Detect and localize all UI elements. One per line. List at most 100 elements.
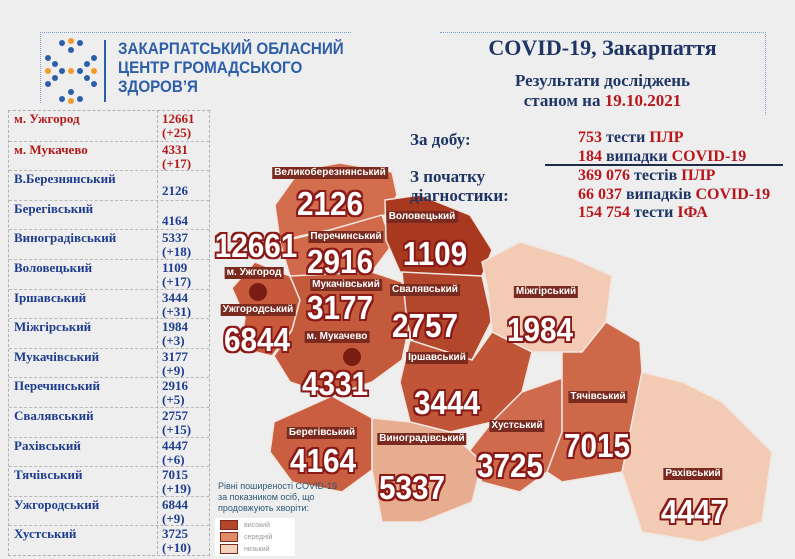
legend-label: середній: [244, 533, 273, 541]
district-name: м. Ужгород: [14, 111, 80, 126]
legend-swatch: [220, 520, 238, 530]
total-cases: 4164: [162, 213, 188, 228]
table-row[interactable]: В.Березнянський 2126: [9, 170, 209, 201]
district-name: Воловецький: [14, 260, 93, 275]
table-row[interactable]: Хустський 3725 (+10): [9, 525, 209, 556]
district-value: 6844 (+9): [162, 498, 188, 526]
district-label-mizhhiria[interactable]: Міжгірський: [513, 286, 579, 298]
stat-number: 369 076: [578, 167, 630, 184]
district-label-irshava[interactable]: Іршавський: [406, 352, 468, 364]
since-label-line1: З початку: [410, 167, 486, 186]
district-label-mukachevo-city[interactable]: м. Мукачево: [304, 331, 370, 343]
district-label-tiachiv[interactable]: Тячівський: [568, 391, 628, 403]
district-value: 3725 (+10): [162, 527, 191, 555]
stat-text: випадки: [606, 147, 668, 165]
district-name: м. Мукачево: [14, 142, 88, 157]
total-cases: 4331: [162, 142, 188, 157]
title-frame: [440, 32, 766, 115]
daily-stats: 753 тести ПЛР 184 випадки COVID-19: [578, 129, 746, 166]
logo-divider: [104, 40, 106, 102]
district-label-berehove[interactable]: Берегівський: [286, 427, 358, 439]
new-cases: (+19): [162, 481, 192, 496]
org-name-line1: ЗАКАРПАТСЬКИЙ ОБЛАСНИЙ: [118, 40, 344, 58]
district-value: 3444 (+31): [162, 291, 191, 319]
district-count-rakhiv: 4447: [660, 493, 728, 530]
district-label-khust[interactable]: Хустський: [489, 420, 545, 432]
district-count-khust: 3725: [476, 447, 544, 484]
total-cases: 3444: [162, 290, 188, 305]
table-row[interactable]: Тячівський 7015 (+19): [9, 466, 209, 497]
district-count-uzhhorodskyi: 6844: [223, 321, 291, 358]
district-name: Берегівський: [14, 201, 94, 216]
district-name: Іршавський: [14, 290, 87, 305]
new-cases: (+17): [162, 156, 192, 171]
district-label-perechyn[interactable]: Перечинський: [308, 231, 384, 243]
stat-line: 66 037 випадків COVID-19: [578, 186, 770, 205]
legend-swatch: [220, 544, 238, 554]
total-cases: 3177: [162, 349, 188, 364]
district-label-mukachivskyi[interactable]: Мукачівський: [310, 279, 382, 291]
new-cases: (+15): [162, 422, 192, 437]
new-cases: (+9): [162, 511, 185, 526]
stat-tag: COVID-19: [671, 147, 747, 165]
new-cases: (+17): [162, 274, 192, 289]
stat-tag: ПЛР: [649, 129, 684, 146]
legend-item: високий: [220, 520, 270, 530]
table-row[interactable]: м. Ужгород 12661 (+25): [9, 111, 209, 141]
table-row[interactable]: Рахівський 4447 (+6): [9, 437, 209, 467]
table-row[interactable]: Берегівський 4164: [9, 200, 209, 230]
table-row[interactable]: Ужгородський 6844 (+9): [9, 496, 209, 526]
district-value: 2757 (+15): [162, 409, 191, 437]
district-name: Хустський: [14, 526, 77, 541]
table-row[interactable]: Воловецький 1109 (+17): [9, 259, 209, 290]
district-value: 5337 (+18): [162, 231, 191, 259]
legend-item: середній: [220, 532, 272, 542]
stat-text: тести: [634, 204, 674, 221]
new-cases: (+6): [162, 452, 185, 467]
table-row[interactable]: Іршавський 3444 (+31): [9, 289, 209, 319]
district-value: 4447 (+6): [162, 439, 188, 467]
total-cases: 7015: [162, 467, 188, 482]
table-row[interactable]: Мукачівський 3177 (+9): [9, 348, 209, 378]
district-label-uzhhorodskyi[interactable]: Ужгородський: [220, 304, 296, 316]
legend-swatch: [220, 532, 238, 542]
new-cases: (+5): [162, 392, 185, 407]
district-label-volovets[interactable]: Воловецький: [386, 211, 458, 223]
table-row[interactable]: Міжгірський 1984 (+3): [9, 318, 209, 349]
total-cases: 1984: [162, 319, 188, 334]
mukachevo-city-marker[interactable]: [343, 348, 361, 366]
district-label-vynohradiv[interactable]: Виноградівський: [377, 433, 467, 445]
district-count-irshava: 3444: [413, 384, 481, 421]
logo-dots-icon: [45, 38, 97, 104]
table-row[interactable]: Свалявський 2757 (+15): [9, 407, 209, 438]
stat-line: 753 тести ПЛР: [578, 129, 746, 148]
district-shape-berehove[interactable]: [269, 395, 373, 493]
stat-line: 154 754 тести ІФА: [578, 204, 770, 223]
subtitle-line1: Результати досліджень: [514, 71, 691, 90]
uzhhorod-city-marker[interactable]: [249, 283, 267, 301]
table-row[interactable]: м. Мукачево 4331 (+17): [9, 141, 209, 171]
new-cases: (+10): [162, 540, 192, 555]
district-shape-rakhiv[interactable]: [621, 371, 773, 543]
district-label-uzhhorod-city[interactable]: м. Ужгород: [224, 267, 284, 279]
stat-number: 753: [578, 129, 602, 146]
district-value: 7015 (+19): [162, 468, 191, 496]
district-label-rakhiv[interactable]: Рахівський: [663, 468, 723, 480]
since-label-line2: діагностики:: [410, 186, 509, 205]
district-label-svaliava[interactable]: Свалявський: [390, 284, 460, 296]
new-cases: (+25): [162, 125, 192, 140]
district-table: м. Ужгород 12661 (+25) м. Мукачево 4331 (+17)…: [8, 110, 210, 556]
stat-tag: ІФА: [677, 204, 708, 221]
district-count-mizhhiria: 1984: [506, 311, 574, 348]
district-count-mukachevo-city: 4331: [301, 365, 369, 402]
district-count-velykyi-bereznyi: 2126: [296, 185, 364, 222]
district-name: Міжгірський: [14, 319, 92, 334]
district-count-perechyn: 2916: [306, 243, 374, 280]
table-row[interactable]: Виноградівський 5337 (+18): [9, 229, 209, 260]
district-value: 1984 (+3): [162, 320, 188, 348]
legend-label: високий: [244, 521, 270, 529]
table-row[interactable]: Перечинський 2916 (+5): [9, 377, 209, 408]
date-prefix: станом на: [523, 91, 601, 110]
district-label-velykyi-bereznyi[interactable]: Великоберезнянський: [272, 167, 388, 179]
district-value: 4331 (+17): [162, 143, 191, 171]
